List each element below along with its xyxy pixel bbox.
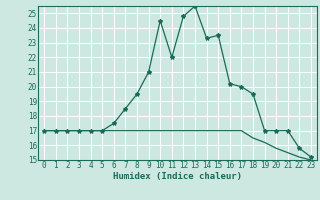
X-axis label: Humidex (Indice chaleur): Humidex (Indice chaleur) [113, 172, 242, 181]
